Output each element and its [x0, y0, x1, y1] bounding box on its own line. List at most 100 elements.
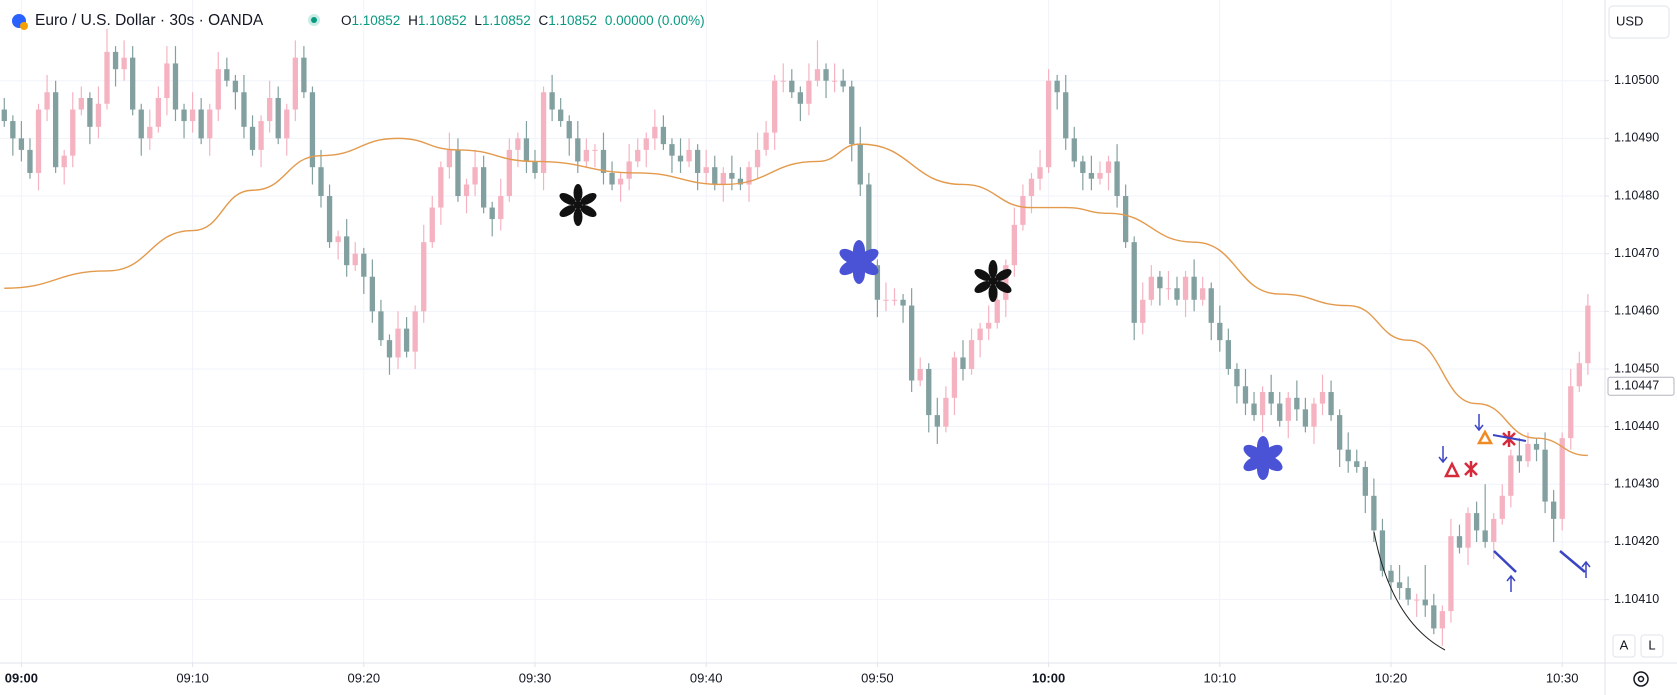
last-price-label: 1.10447: [1614, 379, 1659, 393]
candle-body: [1191, 276, 1197, 300]
candle-body: [575, 138, 581, 162]
ohlc-label: C: [539, 13, 549, 28]
ohlc-label: H: [408, 13, 418, 28]
candle-body: [335, 236, 341, 243]
candle-body: [883, 299, 889, 301]
scale-buttons: A L: [1612, 634, 1664, 658]
candle-body: [1037, 167, 1043, 179]
candle-body: [1302, 409, 1309, 427]
candle-body: [1439, 611, 1446, 629]
candle-body: [1277, 403, 1283, 421]
candle-body: [660, 126, 667, 145]
candle-body: [172, 63, 179, 110]
candle-body: [1499, 495, 1505, 519]
line-drawing: [1493, 550, 1517, 573]
candle-body: [164, 63, 170, 99]
cross-drawing: [1502, 431, 1516, 447]
candle-body: [1, 109, 7, 122]
x-tick-label: 09:50: [861, 670, 894, 685]
log-scale-button[interactable]: [1640, 634, 1664, 658]
x-tick-label: 09:20: [348, 670, 381, 685]
candle-body: [472, 167, 478, 185]
arrow-drawing: [1438, 446, 1448, 464]
y-tick-label: 1.10480: [1614, 188, 1659, 202]
candle-body: [797, 92, 804, 104]
candle-body: [284, 109, 290, 139]
drawings: [557, 184, 1591, 651]
candle-body: [532, 161, 538, 173]
candle-body: [857, 144, 863, 185]
candle-body: [232, 80, 239, 93]
ohlc-value: 1.10852: [482, 13, 531, 28]
candle-body: [900, 299, 906, 306]
candle-body: [138, 109, 144, 139]
candle-body: [1482, 530, 1488, 542]
candle-body: [943, 397, 949, 427]
currency-label[interactable]: USD: [1616, 13, 1643, 28]
x-tick-label: 10:10: [1204, 670, 1237, 685]
candle-body: [1088, 172, 1095, 179]
ohlc-values: O1.10852 H1.10852 L1.10852 C1.10852 0.00…: [341, 13, 705, 28]
settings-icon[interactable]: [1637, 675, 1645, 683]
candle-body: [1311, 403, 1317, 427]
candle-body: [121, 57, 127, 70]
candle-body: [1200, 288, 1206, 300]
candle-body: [1491, 518, 1497, 542]
candle-body: [78, 98, 84, 110]
candle-body: [352, 253, 358, 266]
candle-body: [27, 149, 33, 173]
candle-body: [455, 149, 461, 197]
candle-body: [344, 236, 350, 266]
candle-body: [754, 149, 761, 168]
candle-body: [412, 311, 418, 352]
candle-body: [540, 92, 547, 173]
candle-body: [224, 69, 230, 81]
candle-body: [395, 328, 401, 358]
candle-body: [763, 132, 769, 150]
candle-body: [181, 109, 187, 122]
candle-body: [1448, 536, 1454, 612]
x-tick-label: 09:00: [5, 670, 38, 685]
candle-body: [1063, 92, 1069, 139]
candle-body: [703, 167, 709, 173]
candle-body: [52, 92, 59, 168]
candle-body: [446, 149, 453, 168]
candle-body: [609, 172, 615, 185]
candle-body: [1217, 322, 1223, 341]
candle-body: [1388, 570, 1394, 583]
x-tick-label: 10:00: [1032, 670, 1065, 685]
candle-body: [1148, 276, 1154, 300]
candle-body: [600, 149, 607, 173]
ohlc-value: 1.10852: [352, 13, 401, 28]
candle-body: [498, 196, 504, 220]
candle-body: [1174, 288, 1180, 300]
candle-body: [95, 103, 102, 127]
auto-scale-button[interactable]: [1612, 634, 1636, 658]
currency-button[interactable]: USD: [1608, 5, 1670, 39]
log-scale-label[interactable]: L: [1648, 637, 1655, 652]
candle-body: [1456, 536, 1463, 548]
candle-body: [566, 121, 572, 139]
settings-button[interactable]: [1633, 671, 1649, 687]
currency-button-box[interactable]: [1608, 5, 1670, 39]
candle-body: [301, 57, 307, 93]
candle-body: [686, 149, 692, 162]
candle-body: [249, 126, 256, 150]
candle-body: [275, 98, 281, 139]
y-tick-label: 1.10420: [1614, 534, 1659, 548]
candle-body: [1576, 363, 1582, 387]
y-tick-label: 1.10410: [1614, 592, 1659, 606]
candle-body: [1208, 288, 1214, 323]
candle-body: [814, 69, 821, 81]
candle-body: [558, 109, 564, 122]
candle-body: [523, 138, 530, 162]
settings-icon[interactable]: [1633, 671, 1649, 687]
candle-body: [1114, 161, 1120, 197]
candle-body: [729, 172, 735, 179]
x-tick-label: 09:30: [519, 670, 552, 685]
auto-scale-label[interactable]: A: [1620, 637, 1629, 652]
status-indicator: [311, 17, 317, 23]
candle-body: [1568, 386, 1574, 439]
candle-body: [1559, 438, 1565, 519]
candle-body: [266, 98, 273, 122]
